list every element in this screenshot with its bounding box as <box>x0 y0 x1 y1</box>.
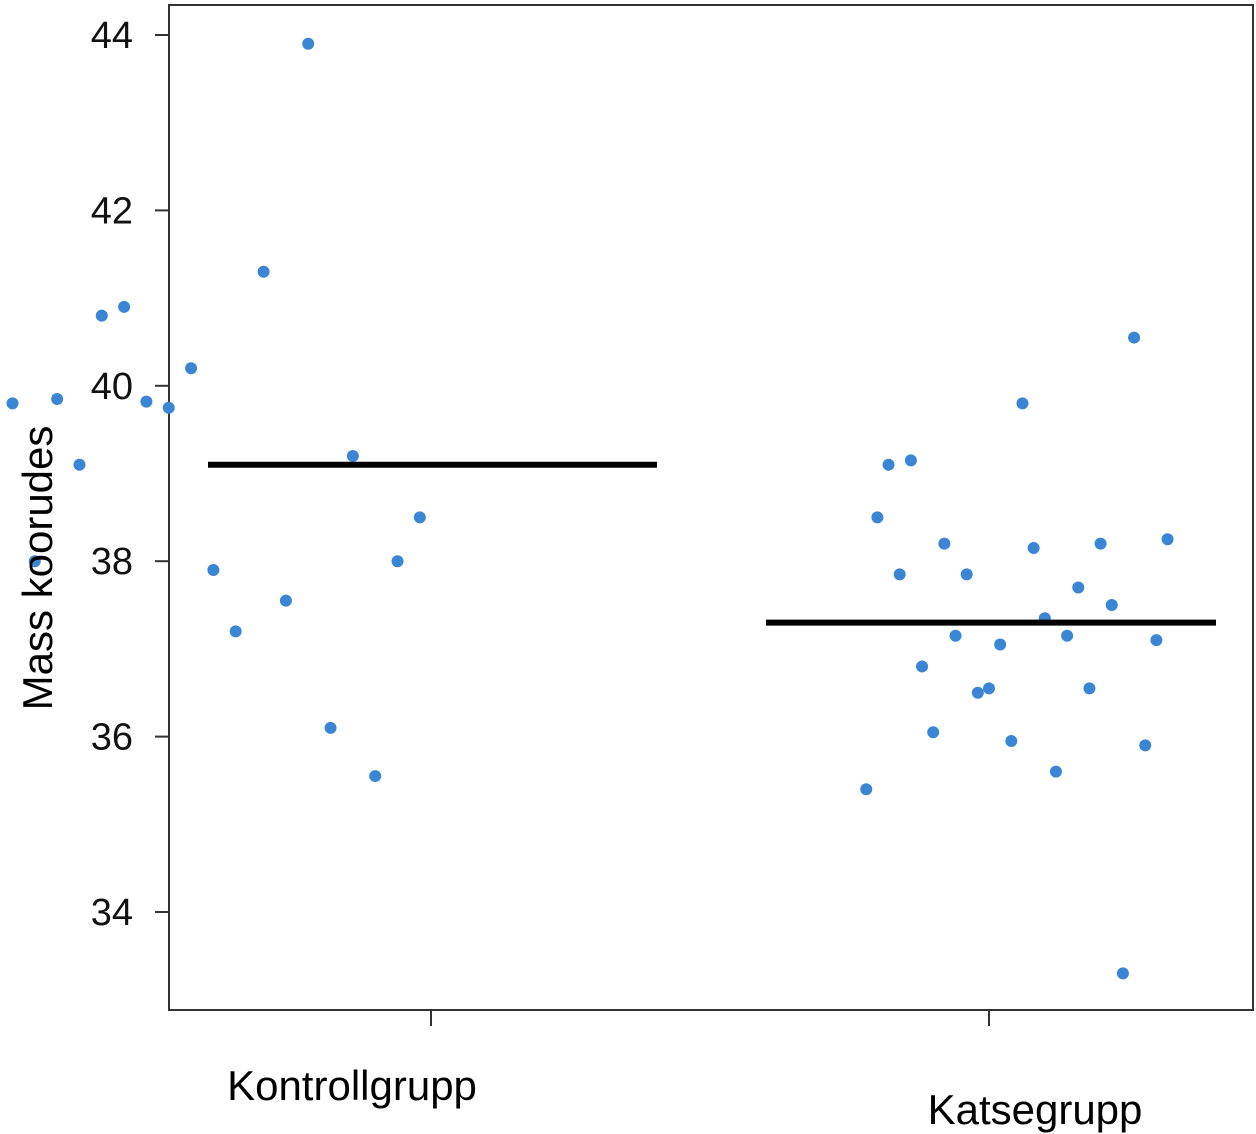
y-tick-label-42: 42 <box>91 190 133 232</box>
data-point-katsegrupp-10 <box>960 568 973 581</box>
data-point-kontrollgrupp-20 <box>413 511 426 524</box>
data-point-katsegrupp-3 <box>882 458 895 471</box>
data-point-kontrollgrupp-2 <box>6 397 19 410</box>
data-point-katsegrupp-26 <box>1139 739 1152 752</box>
y-axis: 34 36 38 40 42 44 <box>91 15 169 934</box>
data-point-kontrollgrupp-6 <box>95 309 108 322</box>
data-point-kontrollgrupp-3 <box>28 555 41 568</box>
data-point-katsegrupp-12 <box>983 682 995 695</box>
plot-frame <box>168 4 1254 1011</box>
data-point-kontrollgrupp-16 <box>324 721 337 734</box>
points-layer <box>6 37 1174 980</box>
means-layer <box>208 461 1216 626</box>
data-point-katsegrupp-27 <box>1150 634 1163 647</box>
data-point-katsegrupp-25 <box>1128 331 1141 344</box>
data-point-kontrollgrupp-12 <box>229 625 242 638</box>
data-point-kontrollgrupp-13 <box>257 265 270 278</box>
data-point-katsegrupp-1 <box>860 783 873 796</box>
data-point-katsegrupp-18 <box>1049 765 1062 778</box>
y-tick-label-34: 34 <box>91 892 133 934</box>
data-point-katsegrupp-19 <box>1061 629 1074 642</box>
data-point-katsegrupp-9 <box>949 629 962 642</box>
data-point-kontrollgrupp-17 <box>346 449 359 462</box>
data-point-kontrollgrupp-4 <box>51 392 64 405</box>
data-point-katsegrupp-21 <box>1083 682 1096 695</box>
y-tick-label-38: 38 <box>91 541 133 583</box>
data-point-katsegrupp-15 <box>1016 397 1029 410</box>
x-category-label-kontrollgrupp: Kontrollgrupp <box>227 1062 477 1109</box>
data-point-kontrollgrupp-14 <box>279 594 292 607</box>
data-point-katsegrupp-23 <box>1105 599 1118 612</box>
x-axis: Kontrollgrupp Katsegrupp <box>227 1010 1142 1133</box>
data-point-katsegrupp-28 <box>1161 533 1174 546</box>
data-point-katsegrupp-4 <box>893 568 906 581</box>
data-point-kontrollgrupp-8 <box>140 395 153 408</box>
y-tick-label-36: 36 <box>91 717 133 759</box>
data-point-kontrollgrupp-5 <box>73 458 86 471</box>
data-point-katsegrupp-5 <box>904 454 917 467</box>
data-point-kontrollgrupp-7 <box>118 300 131 313</box>
y-tick-label-44: 44 <box>91 15 133 57</box>
data-point-kontrollgrupp-10 <box>185 362 198 375</box>
data-point-kontrollgrupp-11 <box>207 563 220 576</box>
data-point-kontrollgrupp-18 <box>369 770 382 783</box>
data-point-katsegrupp-24 <box>1116 967 1129 980</box>
data-point-katsegrupp-14 <box>1005 734 1018 747</box>
data-point-kontrollgrupp-19 <box>391 555 404 568</box>
data-point-katsegrupp-13 <box>994 638 1007 651</box>
data-point-katsegrupp-2 <box>871 511 884 524</box>
data-point-katsegrupp-22 <box>1094 537 1107 550</box>
data-point-katsegrupp-11 <box>971 686 984 699</box>
y-tick-label-40: 40 <box>91 366 133 408</box>
data-point-katsegrupp-8 <box>938 537 951 550</box>
data-point-katsegrupp-16 <box>1027 542 1040 555</box>
x-category-label-katsegrupp: Katsegrupp <box>928 1086 1143 1133</box>
data-point-kontrollgrupp-9 <box>162 401 175 414</box>
data-point-katsegrupp-6 <box>916 660 929 673</box>
data-point-katsegrupp-7 <box>927 726 940 739</box>
data-point-kontrollgrupp-15 <box>302 37 315 50</box>
y-axis-title: Mass koorudes <box>14 426 61 711</box>
data-point-katsegrupp-20 <box>1072 581 1085 594</box>
